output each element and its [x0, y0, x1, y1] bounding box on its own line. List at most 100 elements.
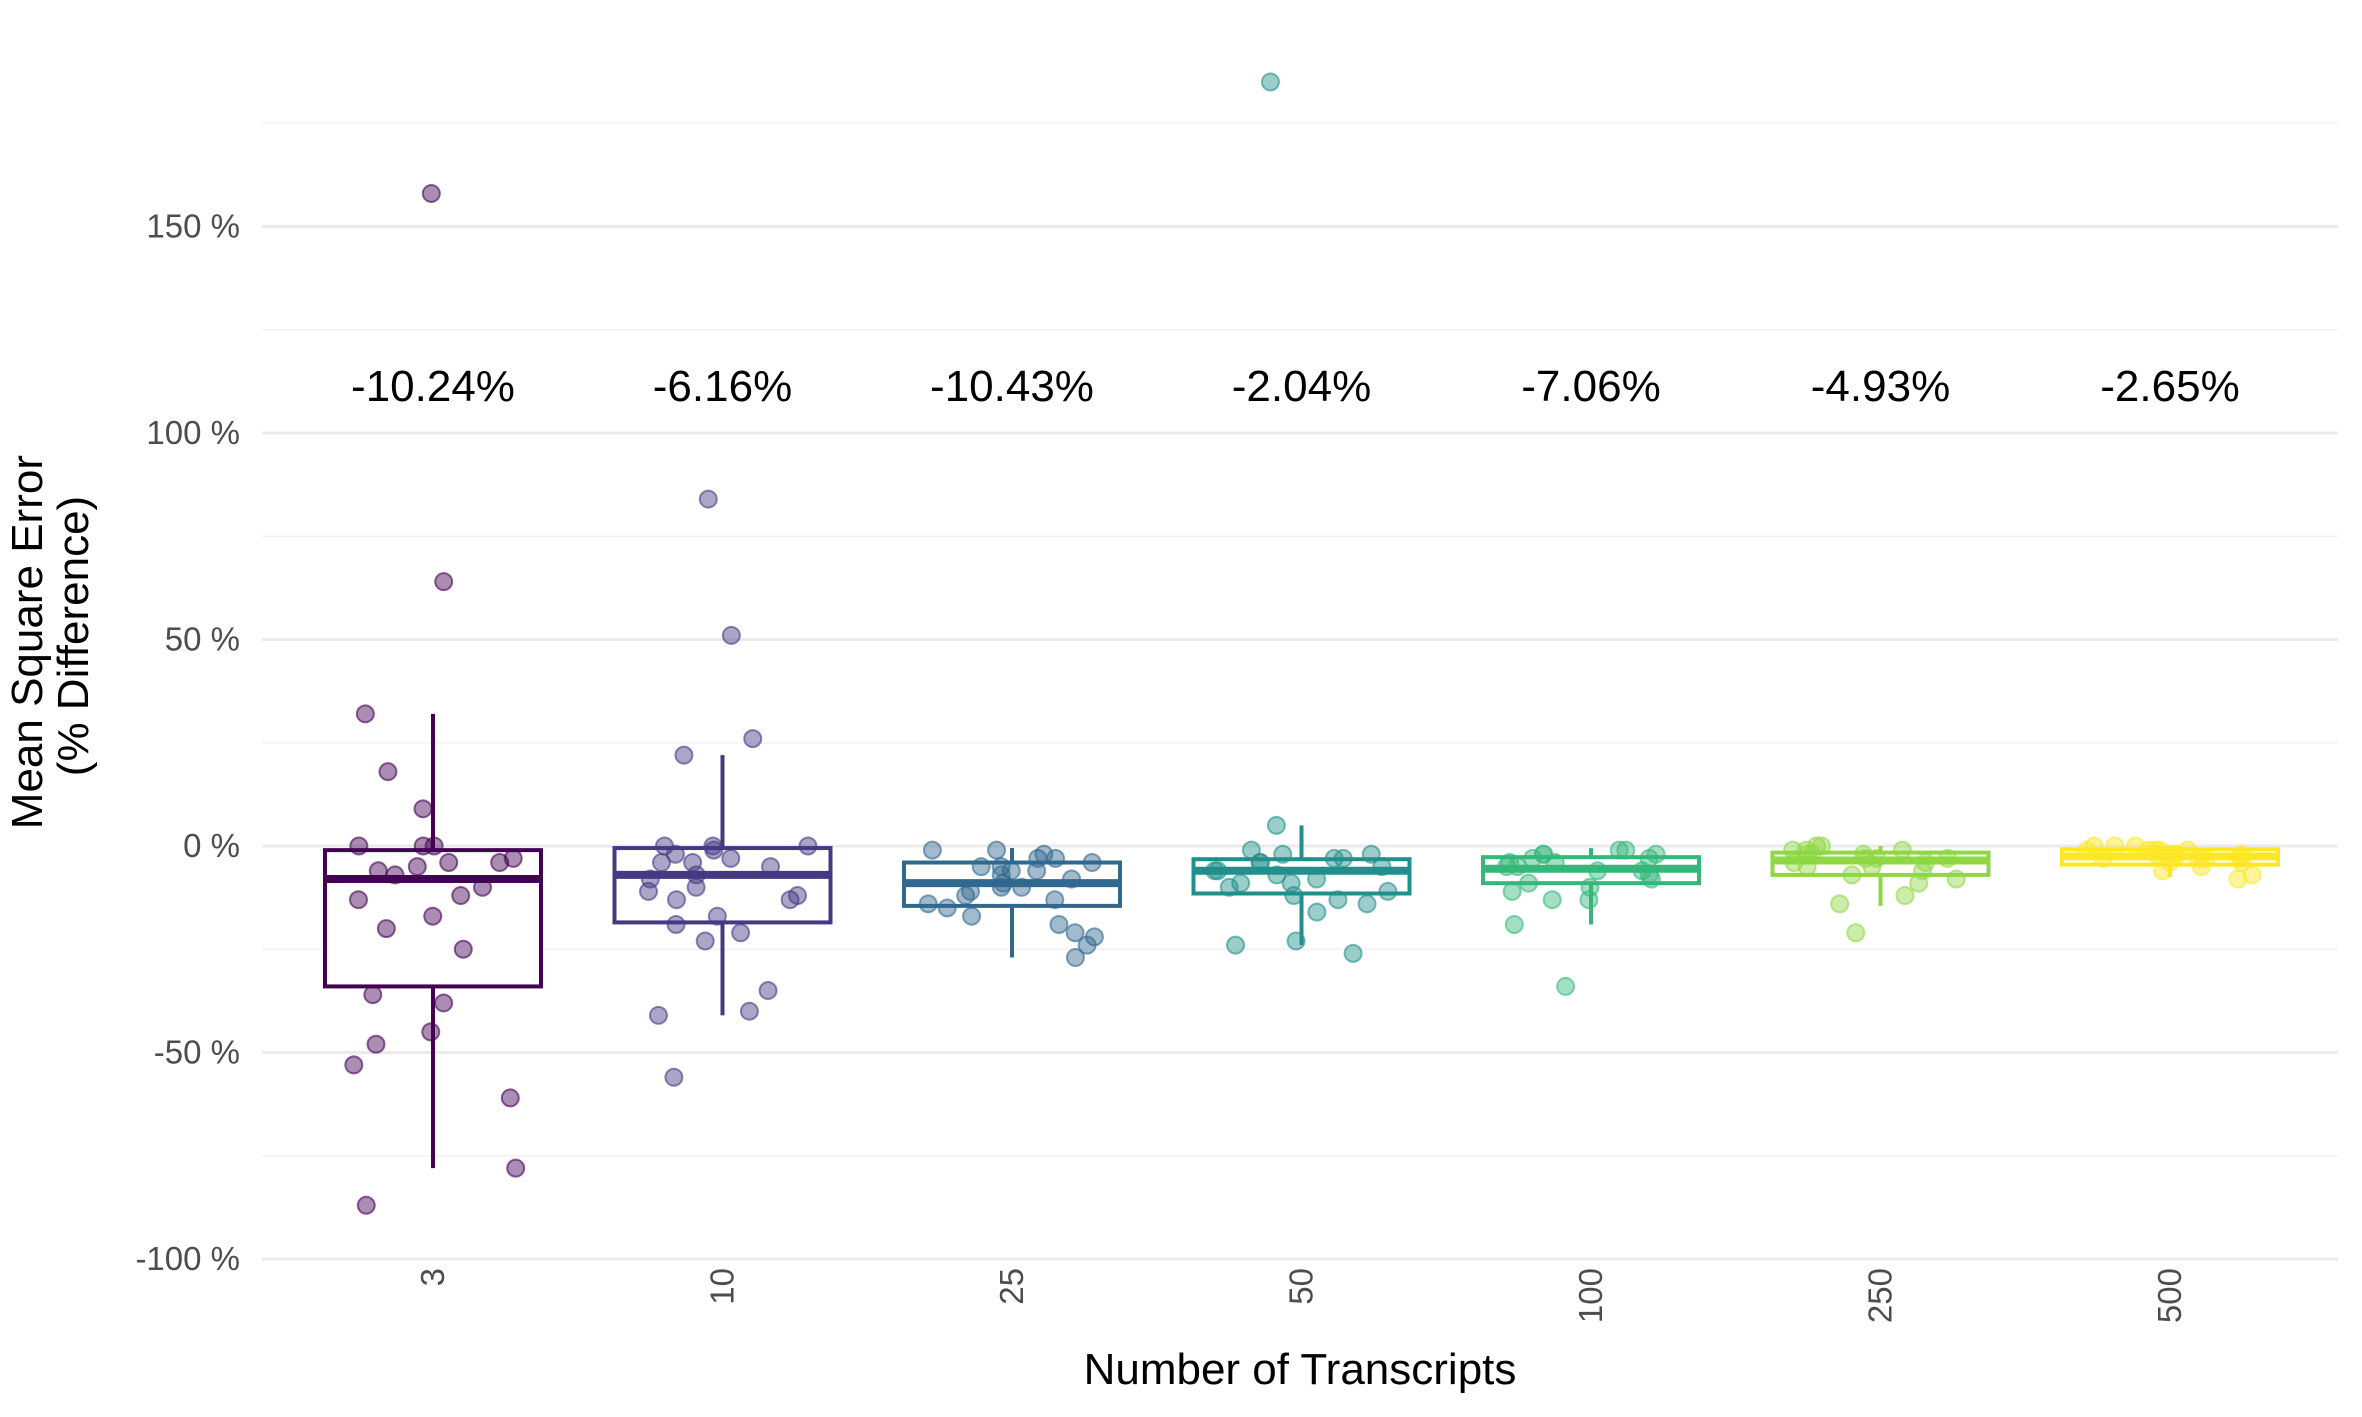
- x-tick-label: 100: [1572, 1268, 1609, 1323]
- y-axis-tick-labels: -100 % -50 % 0 % 50 % 100 % 150 %: [135, 208, 240, 1278]
- mean-label: -7.06%: [1521, 362, 1660, 411]
- data-point: [355, 704, 375, 724]
- y-axis-title: Mean Square Error (% Difference): [3, 443, 98, 829]
- data-point: [1082, 853, 1102, 873]
- jitter-points: [344, 72, 2262, 1215]
- data-point: [1579, 890, 1599, 910]
- data-point: [743, 729, 763, 749]
- data-point: [922, 840, 942, 860]
- data-point: [695, 931, 715, 951]
- x-axis-tick-labels: 3 10 25 50 100 250 500: [414, 1268, 2188, 1323]
- data-point: [506, 1158, 526, 1178]
- data-point: [1065, 948, 1085, 968]
- data-point: [500, 1088, 520, 1108]
- data-point: [1545, 853, 1565, 873]
- data-point: [1065, 923, 1085, 943]
- data-point: [344, 1055, 364, 1075]
- data-point: [413, 836, 433, 856]
- data-point: [363, 985, 383, 1005]
- data-point: [1842, 865, 1862, 885]
- data-point: [1286, 931, 1306, 951]
- data-point: [1077, 935, 1097, 955]
- data-point: [1616, 840, 1636, 860]
- data-point: [1045, 890, 1065, 910]
- data-point: [503, 848, 523, 868]
- data-point: [1343, 943, 1363, 963]
- data-point: [648, 1005, 668, 1025]
- data-point: [366, 1034, 386, 1054]
- data-point: [1588, 861, 1608, 881]
- data-point: [2093, 848, 2113, 868]
- data-point: [1895, 886, 1915, 906]
- data-point: [1250, 853, 1270, 873]
- data-point: [349, 836, 369, 856]
- data-point: [731, 923, 751, 943]
- data-point: [2105, 836, 2125, 856]
- data-point: [2228, 869, 2248, 889]
- data-point: [918, 894, 938, 914]
- box-250: [1770, 846, 1991, 906]
- data-point: [1273, 844, 1293, 864]
- box-3: [323, 713, 543, 1169]
- y-tick-label: 100 %: [146, 414, 240, 451]
- data-point: [1502, 881, 1522, 901]
- data-point: [2242, 865, 2262, 885]
- data-point: [1307, 869, 1327, 889]
- data-point: [667, 890, 687, 910]
- data-point: [704, 840, 724, 860]
- data-point: [1012, 877, 1032, 897]
- box-body: [323, 848, 543, 989]
- x-tick-label: 25: [993, 1268, 1030, 1305]
- data-point: [1333, 848, 1353, 868]
- data-point: [1892, 840, 1912, 860]
- x-tick-label: 500: [2151, 1268, 2188, 1323]
- data-point: [686, 877, 706, 897]
- data-point: [1260, 72, 1280, 92]
- data-point: [971, 857, 991, 877]
- data-point: [674, 745, 694, 765]
- data-point: [439, 853, 459, 873]
- data-point: [721, 625, 741, 645]
- data-point: [937, 898, 957, 918]
- data-point: [2077, 840, 2097, 860]
- data-point: [780, 890, 800, 910]
- x-tick-label: 10: [704, 1268, 741, 1305]
- data-point: [434, 572, 454, 592]
- data-point: [2196, 848, 2216, 868]
- data-point: [640, 869, 660, 889]
- y-tick-label: -100 %: [135, 1240, 240, 1277]
- mean-annotations: -10.24% -6.16% -10.43% -2.04% -7.06% -4.93% -2…: [351, 362, 2240, 411]
- mean-label: -2.65%: [2100, 362, 2239, 411]
- mean-label: -10.43%: [930, 362, 1094, 411]
- data-point: [1307, 902, 1327, 922]
- data-point: [1284, 886, 1304, 906]
- data-point: [1797, 857, 1817, 877]
- data-point: [378, 762, 398, 782]
- data-point: [1046, 848, 1066, 868]
- data-point: [1208, 861, 1228, 881]
- data-point: [991, 877, 1011, 897]
- data-point: [666, 914, 686, 934]
- x-axis-title: Number of Transcripts: [1084, 1345, 1517, 1394]
- data-point: [1361, 844, 1381, 864]
- data-point: [1862, 857, 1882, 877]
- data-point: [1909, 873, 1929, 893]
- data-point: [698, 489, 718, 509]
- data-point: [423, 906, 443, 926]
- data-point: [707, 906, 727, 926]
- data-point: [473, 877, 493, 897]
- data-point: [956, 886, 976, 906]
- data-point: [1846, 923, 1866, 943]
- data-point: [652, 853, 672, 873]
- data-point: [348, 890, 368, 910]
- data-point: [721, 848, 741, 868]
- data-point: [1062, 869, 1082, 889]
- box-series: [323, 713, 2280, 1169]
- data-point: [1519, 873, 1539, 893]
- data-point: [1632, 861, 1652, 881]
- mean-label: -2.04%: [1232, 362, 1371, 411]
- data-point: [1378, 881, 1398, 901]
- y-tick-label: 0 %: [183, 827, 240, 864]
- data-point: [1938, 848, 1958, 868]
